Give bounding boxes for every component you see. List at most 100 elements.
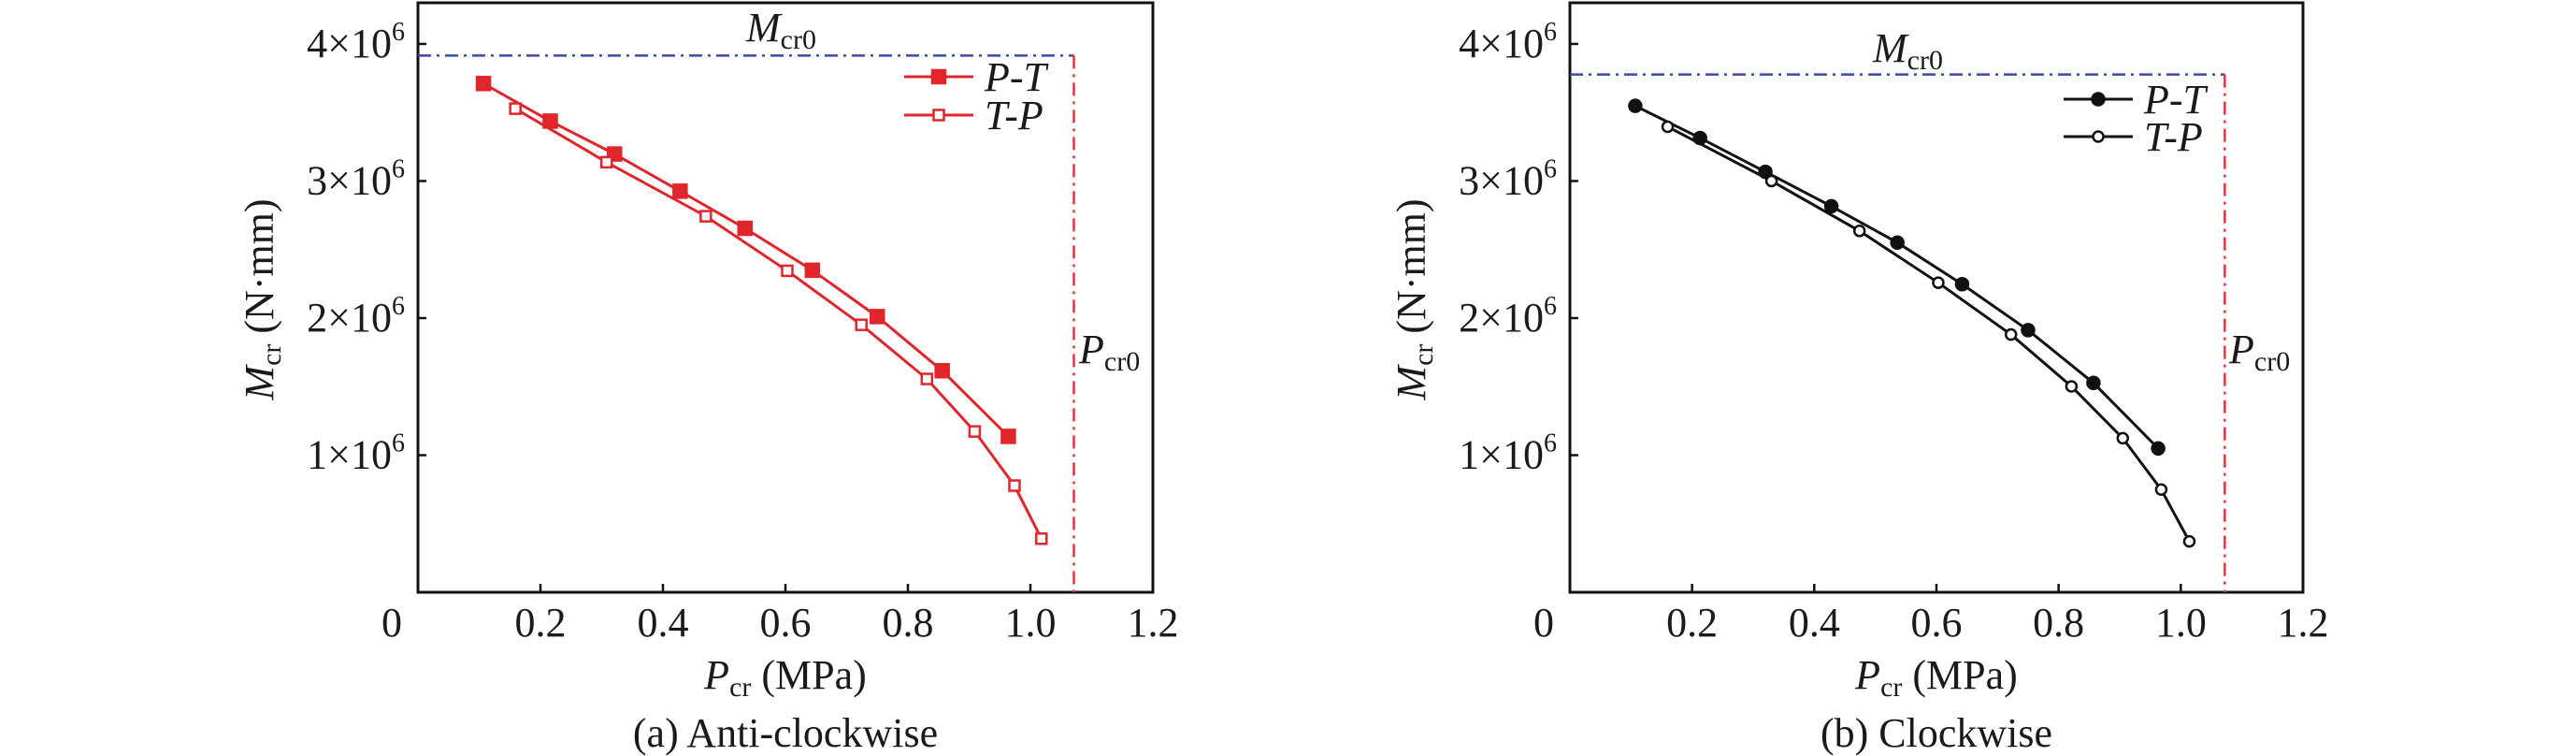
y-tick-mantissa: 2×10: [307, 295, 392, 341]
x-axis-subscript: cr: [729, 672, 751, 703]
mcr0-label-symbol: M: [745, 5, 783, 51]
pcr0-label: Pcr0: [1078, 327, 1140, 377]
x-tick-label: 0.4: [1789, 600, 1840, 646]
x-axis-subscript: cr: [1880, 672, 1902, 703]
series-line: [1666, 125, 2191, 543]
data-point: [2154, 483, 2168, 497]
chart-panel-b: 0 0.2 0.4 0.6 0.8 1.0 1.21×1062×1063×1064×106P…: [1389, 1, 2329, 756]
data-point: [2151, 441, 2166, 457]
y-tick-exponent: 6: [392, 154, 405, 183]
y-tick-label: 1×106: [1459, 429, 1557, 477]
data-point: [672, 183, 688, 199]
data-point: [2086, 375, 2101, 391]
y-tick-mantissa: 3×10: [307, 157, 392, 203]
x-axis-unit: (MPa): [751, 652, 866, 698]
y-axis-symbol: M: [237, 364, 282, 401]
y-tick-mantissa: 4×10: [1459, 21, 1544, 66]
legend-label: T-P: [985, 93, 1043, 138]
y-axis-subscript: cr: [1408, 344, 1439, 366]
y-tick-mantissa: 1×10: [307, 431, 392, 477]
y-tick-exponent: 6: [1544, 292, 1557, 321]
pcr0-label-subscript: cr0: [2254, 346, 2290, 377]
data-point: [509, 102, 522, 115]
y-tick-mantissa: 4×10: [307, 21, 392, 66]
data-point: [699, 210, 712, 223]
legend-label: P-T: [984, 54, 1050, 100]
y-axis-title: Mcr (N·mm): [237, 198, 287, 400]
y-tick-label: 3×106: [1459, 154, 1557, 203]
y-tick-label: 2×106: [307, 292, 405, 341]
legend-entry: T-P: [2064, 114, 2203, 160]
data-point: [1954, 277, 1970, 292]
series-line: [1634, 104, 2160, 450]
data-point: [920, 372, 934, 385]
y-tick-label: 4×106: [307, 18, 405, 66]
chart-panel-a: 0 0.2 0.4 0.6 0.8 1.0 1.21×1062×1063×1064×106P…: [237, 1, 1179, 756]
x-axis-title: Pcr (MPa): [1854, 652, 2018, 703]
data-point: [1035, 531, 1048, 545]
pcr0-label: Pcr0: [2228, 327, 2290, 377]
y-tick-mantissa: 2×10: [1459, 295, 1544, 341]
series-t-p: [509, 102, 1048, 545]
mcr0-label: Mcr0: [1872, 25, 1943, 76]
x-axis-symbol: P: [703, 652, 729, 698]
data-point: [804, 262, 821, 279]
series-t-p: [1661, 120, 2196, 548]
data-point: [1932, 276, 1945, 289]
data-point: [2182, 534, 2196, 548]
y-tick-exponent: 6: [392, 429, 405, 458]
y-axis-subscript: cr: [256, 344, 287, 366]
mcr0-label: Mcr0: [745, 5, 816, 55]
data-point: [2021, 323, 2036, 338]
x-axis-title: Pcr (MPa): [703, 652, 867, 703]
data-point: [1764, 174, 1778, 188]
legend-entry: P-T: [904, 54, 1050, 100]
y-tick-exponent: 6: [1544, 429, 1557, 458]
mcr0-label-subscript: cr0: [1907, 45, 1943, 76]
x-axis-symbol: P: [1854, 652, 1880, 698]
data-point: [870, 309, 885, 325]
y-tick-label: 1×106: [307, 429, 405, 477]
x-tick-label: 1.0: [2155, 600, 2207, 646]
data-point: [2004, 327, 2018, 342]
legend-label: T-P: [2144, 114, 2203, 160]
series-p-t: [1628, 98, 2166, 457]
x-tick-label: 0.8: [883, 600, 934, 646]
y-axis-title: Mcr (N·mm): [1389, 198, 1439, 400]
x-tick-label: 0: [381, 600, 402, 646]
data-point: [2116, 431, 2130, 445]
x-tick-label: 0.6: [1911, 600, 1963, 646]
y-axis-unit: (N·mm): [1389, 198, 1434, 343]
data-point: [1852, 225, 1866, 238]
data-point: [1890, 235, 1905, 250]
x-tick-label: 0.2: [515, 600, 567, 646]
legend-label: P-T: [2143, 77, 2209, 123]
legend-marker: [2091, 92, 2106, 107]
y-tick-mantissa: 3×10: [1459, 157, 1544, 203]
data-point: [968, 425, 982, 438]
x-tick-label: 0.2: [1666, 600, 1718, 646]
x-tick-label: 0.8: [2033, 600, 2084, 646]
mcr0-label-subscript: cr0: [781, 24, 816, 55]
legend-entry: T-P: [904, 93, 1043, 138]
y-tick-mantissa: 1×10: [1459, 431, 1544, 477]
x-tick-label: 1.2: [1128, 600, 1179, 646]
legend-marker: [932, 109, 945, 122]
pcr0-label-symbol: P: [2228, 327, 2254, 372]
pcr0-label-subscript: cr0: [1104, 346, 1140, 377]
x-tick-label: 0.4: [638, 600, 689, 646]
x-tick-label: 0: [1533, 600, 1554, 646]
panel-caption: (a) Anti-clockwise: [633, 710, 938, 756]
y-tick-exponent: 6: [1544, 154, 1557, 183]
y-tick-exponent: 6: [392, 292, 405, 321]
y-tick-label: 2×106: [1459, 292, 1557, 341]
data-point: [1823, 198, 1839, 214]
y-tick-exponent: 6: [1544, 18, 1557, 47]
x-tick-label: 1.2: [2278, 600, 2329, 646]
y-tick-label: 3×106: [307, 154, 405, 203]
data-point: [599, 155, 613, 169]
legend-marker: [2092, 130, 2105, 143]
y-axis-unit: (N·mm): [237, 198, 282, 343]
mcr0-label-symbol: M: [1872, 25, 1909, 71]
